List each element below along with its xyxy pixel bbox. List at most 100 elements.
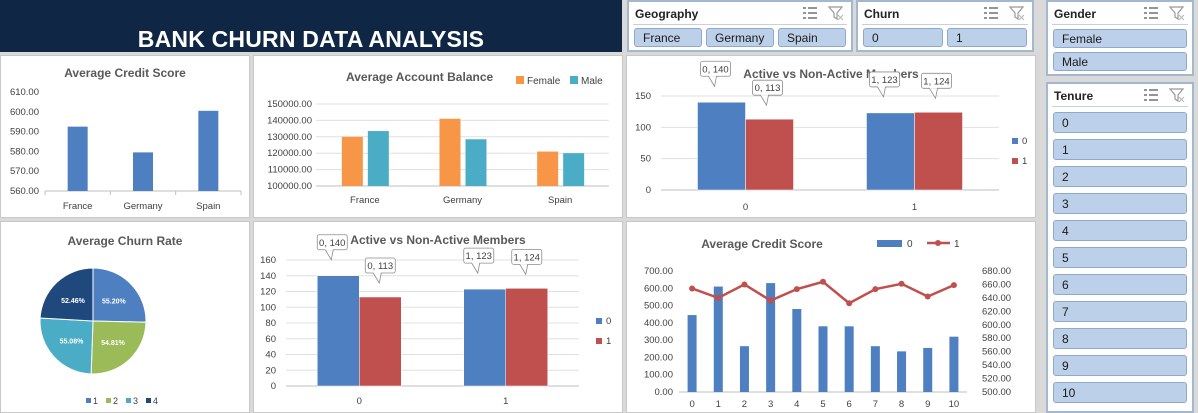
pie-slice [39,267,94,322]
y2-tick-label: 680.00 [982,266,1011,277]
slicer-item-tenure[interactable]: 0 [1053,112,1187,133]
multi-select-icon[interactable] [1142,4,1160,22]
bar [745,118,794,191]
y-tick-label: 160 [260,255,276,266]
data-label: 1, 124 [514,252,540,263]
slicer-item-tenure[interactable]: 8 [1053,328,1187,349]
legend-label: 1 [1022,156,1027,167]
slicer-item-tenure[interactable]: 9 [1053,355,1187,376]
legend-swatch [877,240,902,247]
avg-churn-rate-panel: Average Churn Rate 55.20% 54.81% 55.08% 52.… [0,221,250,413]
chart-title: Average Credit Score [64,66,186,80]
callout-pointer [324,249,334,261]
callout-pointer [876,86,886,99]
clear-filter-icon[interactable] [827,4,845,22]
legend-swatch [106,398,111,403]
bar [439,118,461,186]
x-tick-label: Spain [548,195,572,206]
bar [923,347,933,392]
callout-gap [472,261,480,264]
slicer-item-geography[interactable]: Germany [706,28,774,47]
churn-slicer-title: Churn [864,7,900,21]
bar [687,315,697,392]
data-label: 1, 123 [871,75,897,86]
multi-select-icon[interactable] [982,4,1000,22]
legend-label: 0 [1022,136,1027,147]
legend-swatch [596,338,602,344]
avg-credit-score-tenure-panel: Average Credit Score 0.00 100.00 200.00 300… [626,221,1036,413]
legend-swatch [86,398,91,403]
callout-pointer [707,75,717,88]
multi-select-icon[interactable] [1142,86,1160,104]
slice-label: 54.81% [101,340,126,347]
data-label: 0, 113 [755,83,781,94]
y-tick-label: 400.00 [644,318,673,329]
y-tick-label: 610.00 [10,87,39,98]
bar [792,309,802,392]
geography-slicer: Geography France Germany Spain [627,0,853,52]
y-tick-label: 580.00 [10,146,39,157]
x-tick-label: 0 [743,202,748,213]
y-tick-label: 60 [265,334,276,345]
slicer-item-churn[interactable]: 0 [863,28,943,47]
callout-pointer [928,87,938,100]
line-marker [793,286,800,293]
slicer-item-churn[interactable]: 1 [947,28,1027,47]
geography-slicer-title: Geography [635,7,699,21]
clear-filter-icon[interactable] [1168,86,1186,104]
legend-label: Female [527,76,561,87]
x-tick-label: Spain [196,201,220,212]
legend-marker [935,240,941,246]
y-tick-label: 0 [271,381,276,392]
callout-gap [373,271,381,274]
callout-pointer [759,94,769,107]
slicer-item-tenure[interactable]: 3 [1053,193,1187,214]
x-tick-label: 0 [357,396,362,407]
dashboard-title: BANK CHURN DATA ANALYSIS [137,26,485,52]
callout-pointer [471,262,481,275]
legend-swatch [516,76,524,84]
slicer-item-gender[interactable]: Male [1053,52,1187,71]
slicer-item-tenure[interactable]: 7 [1053,301,1187,322]
avg-account-balance-chart: 100000.00 110000.00 120000.00 130000.00 1400… [267,76,609,206]
slicer-item-tenure[interactable]: 5 [1053,247,1187,268]
pie-slice [92,267,147,323]
slicer-item-geography[interactable]: Spain [778,28,846,47]
x-tick-label: 9 [925,399,930,410]
slice-label: 55.20% [102,299,127,306]
bar [133,152,153,191]
y-tick-label: 20 [265,365,276,376]
slicer-item-geography[interactable]: France [634,28,702,47]
y2-tick-label: 580.00 [982,333,1011,344]
pie-slice [90,320,147,375]
y-tick-label: 130000.00 [267,132,312,143]
avg-credit-score-tenure-chart: 0.00 100.00 200.00 300.00 400.00 500.00 600.00… [644,239,1011,410]
churn-slicer: Churn 0 1 [856,0,1034,52]
chart-title: Average Churn Rate [67,234,183,248]
slice-label: 52.46% [61,298,86,305]
y-tick-label: 570.00 [10,166,39,177]
legend-label: 1 [93,396,98,406]
slicer-item-tenure[interactable]: 4 [1053,220,1187,241]
slicer-item-tenure[interactable]: 6 [1053,274,1187,295]
clear-filter-icon[interactable] [1168,4,1186,22]
multi-select-icon[interactable] [801,4,819,22]
y2-tick-label: 600.00 [982,320,1011,331]
y2-tick-label: 660.00 [982,279,1011,290]
x-tick-label: Germany [443,195,482,206]
gender-slicer-title: Gender [1054,7,1097,21]
slicer-item-gender[interactable]: Female [1053,29,1187,48]
y-tick-label: 100 [635,122,651,133]
y2-tick-label: 640.00 [982,293,1011,304]
data-label: 1, 124 [923,76,949,87]
slicer-item-tenure[interactable]: 2 [1053,166,1187,187]
bar [844,326,854,392]
slicer-item-tenure[interactable]: 1 [1053,139,1187,160]
clear-filter-icon[interactable] [1008,4,1026,22]
bar [367,131,389,186]
y2-tick-label: 620.00 [982,306,1011,317]
slicer-item-tenure[interactable]: 10 [1053,382,1187,403]
bar [713,286,723,392]
slice-label: 55.08% [60,339,85,346]
y-tick-label: 300.00 [644,335,673,346]
